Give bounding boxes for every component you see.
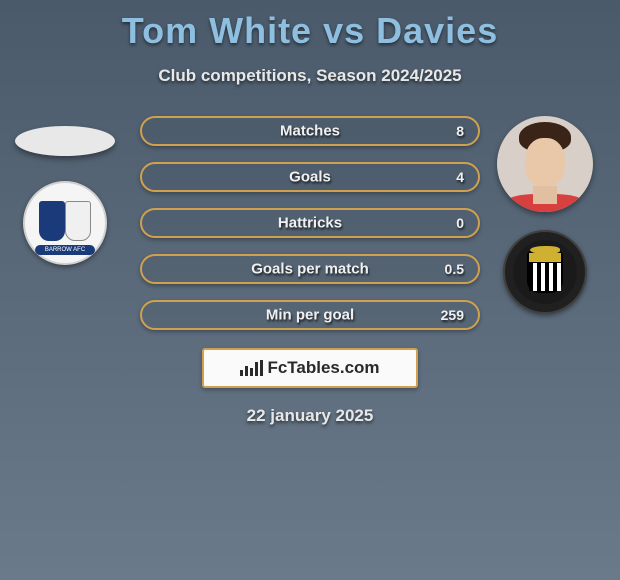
stat-label: Min per goal [266, 307, 354, 324]
barrow-crest-icon: BARROW AFC [35, 193, 95, 253]
left-player-column: BARROW AFC [10, 116, 120, 265]
stat-label: Goals per match [251, 261, 369, 278]
stat-value-right: 0.5 [445, 261, 464, 277]
right-club-crest [503, 230, 587, 314]
stat-row-goals-per-match: Goals per match 0.5 [140, 254, 480, 284]
left-player-avatar [15, 126, 115, 156]
chart-icon [240, 360, 263, 376]
brand-box[interactable]: FcTables.com [202, 348, 418, 388]
stat-value-right: 8 [456, 123, 464, 139]
date-label: 22 january 2025 [0, 406, 620, 426]
stat-label: Matches [280, 123, 340, 140]
stat-row-goals: Goals 4 [140, 162, 480, 192]
stat-label: Hattricks [278, 215, 342, 232]
player-photo-icon [497, 116, 593, 212]
stat-value-right: 0 [456, 215, 464, 231]
stat-value-right: 4 [456, 169, 464, 185]
right-player-avatar [497, 116, 593, 212]
stat-value-right: 259 [441, 307, 464, 323]
left-club-crest: BARROW AFC [23, 181, 107, 265]
stat-row-hattricks: Hattricks 0 [140, 208, 480, 238]
page-title: Tom White vs Davies [0, 0, 620, 52]
stat-row-matches: Matches 8 [140, 116, 480, 146]
stat-row-min-per-goal: Min per goal 259 [140, 300, 480, 330]
stat-label: Goals [289, 169, 331, 186]
brand-label: FcTables.com [267, 358, 379, 378]
right-player-column [490, 116, 600, 314]
comparison-content: BARROW AFC Matches 8 [0, 116, 620, 426]
grimsby-crest-icon [513, 240, 577, 304]
stats-bars: Matches 8 Goals 4 Hattricks 0 Goals per … [140, 116, 480, 330]
subtitle: Club competitions, Season 2024/2025 [0, 66, 620, 86]
